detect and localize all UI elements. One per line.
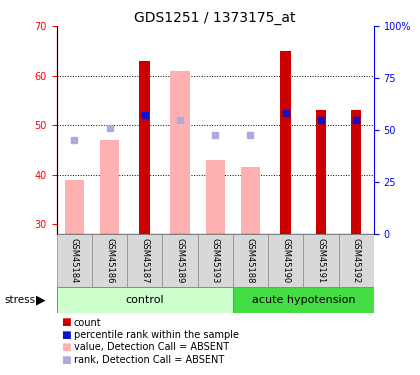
Bar (139, 61, 150, 234)
Bar (100, 140, 119, 234)
Bar (163, 234, 198, 287)
Title: GDS1251 / 1373175_at: GDS1251 / 1373175_at (134, 11, 296, 25)
Text: GSM45193: GSM45193 (211, 238, 220, 284)
Bar (171, 71, 190, 234)
Text: GSM45188: GSM45188 (246, 238, 255, 284)
Bar (241, 168, 260, 234)
Text: control: control (126, 295, 164, 305)
Bar (303, 234, 339, 287)
Text: value, Detection Call = ABSENT: value, Detection Call = ABSENT (74, 342, 228, 352)
Bar (205, 160, 225, 234)
Bar (339, 234, 374, 287)
Text: GSM45192: GSM45192 (352, 238, 361, 283)
Bar (57, 287, 233, 313)
Bar (65, 180, 84, 234)
Bar (233, 287, 374, 313)
Bar (198, 234, 233, 287)
Text: ■: ■ (61, 318, 71, 327)
Bar (281, 51, 291, 234)
Text: count: count (74, 318, 101, 327)
Text: ■: ■ (61, 355, 71, 364)
Bar (127, 234, 163, 287)
Text: percentile rank within the sample: percentile rank within the sample (74, 330, 239, 340)
Text: GSM45189: GSM45189 (176, 238, 184, 284)
Text: GSM45191: GSM45191 (316, 238, 326, 283)
Text: ■: ■ (61, 330, 71, 340)
Bar (351, 111, 362, 234)
Text: stress: stress (4, 295, 35, 305)
Bar (233, 234, 268, 287)
Text: ▶: ▶ (36, 294, 45, 306)
Text: GSM45184: GSM45184 (70, 238, 79, 284)
Bar (92, 234, 127, 287)
Text: rank, Detection Call = ABSENT: rank, Detection Call = ABSENT (74, 355, 224, 364)
Bar (57, 234, 92, 287)
Text: GSM45186: GSM45186 (105, 238, 114, 284)
Text: GSM45187: GSM45187 (140, 238, 149, 284)
Bar (268, 234, 303, 287)
Text: acute hypotension: acute hypotension (252, 295, 355, 305)
Text: ■: ■ (61, 342, 71, 352)
Text: GSM45190: GSM45190 (281, 238, 290, 283)
Bar (316, 111, 326, 234)
